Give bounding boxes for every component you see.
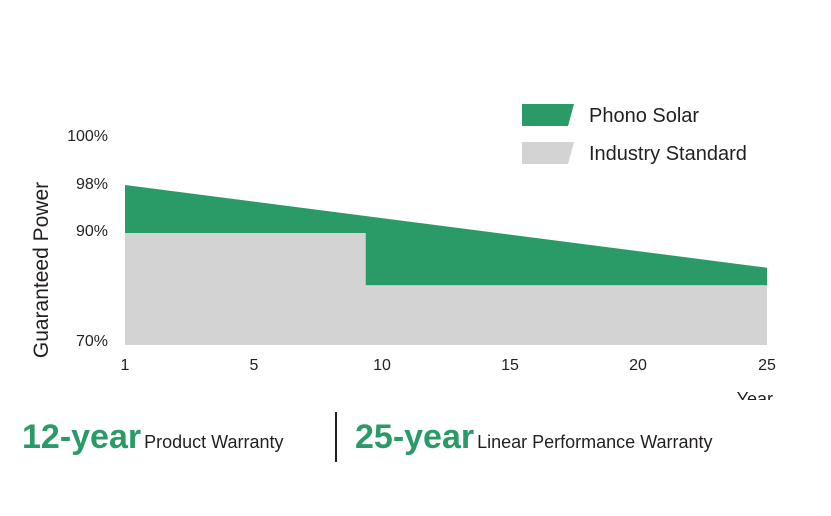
warranty-chart: 100% 98% 90% 70% 1 5 10 15 20 25 Guarant… — [30, 104, 776, 400]
warranty-divider — [335, 412, 337, 462]
x-tick-label: 25 — [758, 357, 776, 374]
x-tick-label: 10 — [373, 357, 391, 374]
performance-warranty-years: 25-year — [355, 418, 475, 456]
industry-standard-area — [125, 233, 767, 345]
x-tick-label: 5 — [250, 357, 259, 374]
x-tick-label: 15 — [501, 357, 519, 374]
y-tick-label: 98% — [76, 176, 108, 193]
product-warranty-years: 12-year — [22, 418, 142, 456]
y-tick-label: 100% — [67, 128, 108, 145]
legend-industry-standard-swatch — [522, 142, 574, 164]
x-tick-label: 1 — [121, 357, 130, 374]
y-tick-label: 70% — [76, 333, 108, 350]
legend-phono-solar-swatch — [522, 104, 574, 126]
x-axis-label: Year — [737, 389, 773, 400]
performance-warranty: 25-year Linear Performance Warranty — [355, 418, 713, 468]
legend-industry-standard-label: Industry Standard — [589, 143, 747, 165]
x-tick-label: 20 — [629, 357, 647, 374]
y-axis-label: Guaranteed Power — [30, 182, 53, 358]
product-warranty: 12-year Product Warranty — [22, 418, 284, 468]
performance-warranty-label: Linear Performance Warranty — [477, 432, 713, 452]
legend-phono-solar-label: Phono Solar — [589, 105, 699, 127]
product-warranty-label: Product Warranty — [144, 432, 284, 452]
y-tick-label: 90% — [76, 223, 108, 240]
